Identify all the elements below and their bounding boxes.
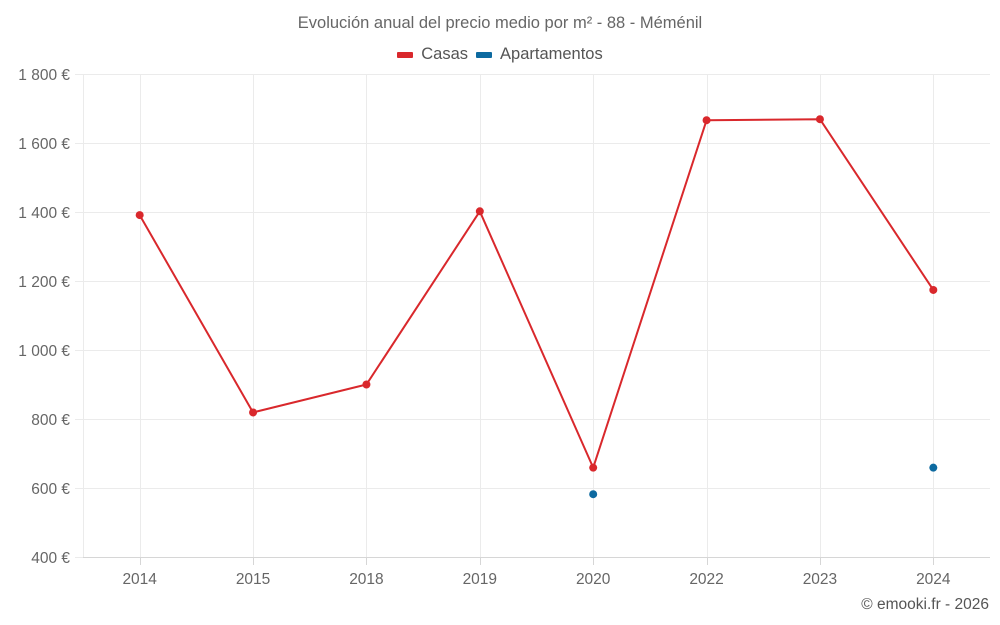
data-point-marker[interactable] — [589, 490, 598, 499]
x-tick-label: 2024 — [916, 571, 951, 588]
y-axis-labels: 400 € 600 € 800 € 1 000 € 1 200 € 1 400 € 1 60… — [18, 67, 70, 567]
x-tick-label: 2019 — [463, 571, 497, 588]
series-layer — [135, 115, 938, 499]
legend-item-apartamentos[interactable]: Apartamentos — [476, 45, 603, 64]
series-apartamentos — [589, 463, 938, 499]
credits-link[interactable]: © emooki.fr - 2026 — [861, 596, 989, 613]
legend-label-casas: Casas — [421, 45, 469, 63]
y-tick-label: 600 € — [31, 481, 70, 498]
y-tick-label: 1 800 € — [18, 67, 70, 84]
y-tick-label: 1 000 € — [18, 343, 70, 360]
series-casas — [135, 115, 938, 472]
x-tick-label: 2023 — [803, 571, 837, 588]
legend-item-casas[interactable]: Casas — [397, 45, 468, 64]
x-tick-label: 2014 — [122, 571, 157, 588]
data-point-marker[interactable] — [589, 463, 598, 472]
chart-title: Evolución anual del precio medio por m² … — [297, 14, 703, 32]
data-point-marker[interactable] — [362, 380, 371, 389]
y-tick-label: 1 600 € — [18, 136, 70, 153]
data-point-marker[interactable] — [249, 408, 258, 417]
apartamentos-swatch-icon — [476, 51, 493, 58]
x-axis: 2014 2015 2018 2019 2020 2022 2023 2024 — [83, 557, 990, 588]
casas-swatch-icon — [397, 51, 414, 58]
y-tick-label: 800 € — [31, 412, 70, 429]
data-point-marker[interactable] — [135, 211, 144, 220]
y-tick-label: 1 200 € — [18, 274, 70, 291]
horizontal-gridlines — [75, 74, 990, 558]
x-tick-label: 2020 — [576, 571, 611, 588]
x-tick-label: 2018 — [349, 571, 383, 588]
data-point-marker[interactable] — [702, 116, 711, 125]
y-tick-label: 400 € — [31, 550, 70, 567]
series-line — [138, 118, 935, 469]
data-point-marker[interactable] — [929, 463, 938, 472]
legend: Casas Apartamentos — [0, 45, 1000, 64]
vertical-gridlines — [83, 74, 934, 557]
y-tick-label: 1 400 € — [18, 205, 70, 222]
x-tick-label: 2022 — [689, 571, 723, 588]
legend-label-apartamentos: Apartamentos — [500, 45, 603, 63]
data-point-marker[interactable] — [815, 115, 824, 124]
data-point-marker[interactable] — [475, 207, 484, 216]
data-point-marker[interactable] — [929, 285, 938, 294]
x-tick-label: 2015 — [236, 571, 270, 588]
